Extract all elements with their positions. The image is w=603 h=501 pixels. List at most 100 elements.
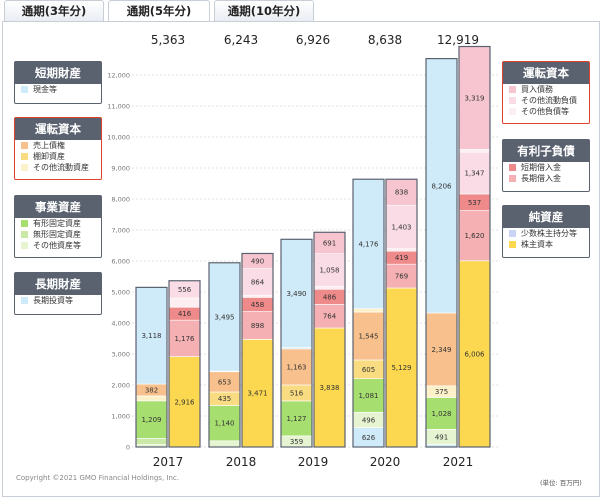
legend-item-minority-interests: 少数株主持分等 [503, 228, 589, 239]
data-label: 8,206 [431, 182, 452, 190]
x-tick-label: 2021 [443, 455, 474, 469]
legend-label: 株主資本 [521, 240, 553, 249]
legend-label: 長期投資等 [33, 296, 73, 305]
bar-segment [168, 356, 201, 448]
bar-outline [458, 45, 491, 448]
bar-outline [385, 178, 418, 448]
data-label: 491 [435, 433, 448, 441]
data-label: 3,495 [214, 313, 234, 321]
legend-working-capital-liabilities: 運転資本 買入債務 その他流動負債 その他負債等 [502, 61, 590, 124]
legend-swatch [509, 164, 516, 171]
data-label: 4,176 [358, 240, 379, 248]
data-label: 3,118 [141, 332, 161, 340]
bar-outline [280, 238, 313, 448]
bar-segment [280, 400, 313, 437]
data-label: 691 [323, 240, 336, 248]
data-label: 419 [395, 254, 408, 262]
bar-segment [352, 378, 385, 413]
data-label: 605 [362, 366, 375, 374]
legend-title: 長期財産 [15, 273, 101, 295]
y-tick-label: 7,000 [111, 227, 130, 235]
data-label: 1,028 [431, 410, 451, 418]
y-tick-label: 2,000 [111, 382, 130, 390]
data-label: 626 [362, 434, 376, 442]
legend-label: 有形固定資産 [33, 219, 81, 228]
data-label: 416 [178, 310, 192, 318]
bar-outline [208, 262, 241, 448]
data-label: 1,140 [214, 420, 234, 428]
legend-item-other-liabilities: その他負債等 [503, 106, 589, 117]
legend-label: 少数株主持分等 [521, 229, 577, 238]
data-label: 3,471 [247, 390, 267, 398]
legend-item-receivables: 売上債権 [15, 140, 101, 151]
legend-title: 事業資産 [15, 196, 101, 218]
data-label: 6,006 [464, 350, 485, 358]
legend-label: 短期借入金 [521, 163, 561, 172]
data-label: 375 [435, 388, 448, 396]
legend-label: 売上債権 [33, 141, 65, 150]
legend-label: 無形固定資産 [33, 230, 81, 239]
legend-label: その他流動負債 [521, 96, 577, 105]
x-tick-label: 2020 [370, 455, 401, 469]
legend-item-other-assets: その他資産等 [15, 240, 101, 251]
bar-segment [352, 178, 385, 309]
legend-label: その他流動資産 [33, 163, 89, 172]
legend-item-cash: 現金等 [15, 84, 101, 95]
legend-swatch [21, 142, 28, 149]
data-label: 1,347 [464, 170, 484, 178]
data-label: 3,319 [464, 94, 484, 102]
y-tick-label: 6,000 [111, 258, 130, 266]
legend-swatch [21, 164, 28, 171]
data-label: 537 [468, 199, 481, 207]
bar-outline [168, 280, 201, 448]
tab-10-years[interactable]: 通期(10年分) [214, 0, 314, 21]
legend-item-intangible-assets: 無形固定資産 [15, 229, 101, 240]
bar-segment [385, 178, 418, 206]
bar-outline [352, 178, 385, 448]
bar-outline [241, 252, 274, 448]
x-tick-label: 2017 [153, 455, 184, 469]
legend-label: 買入債務 [521, 85, 553, 94]
legend-label: 長期借入金 [521, 174, 561, 183]
legend-label: その他資産等 [33, 241, 81, 250]
legend-item-long-term-loans: 長期借入金 [503, 173, 589, 184]
x-tick-label: 2019 [298, 455, 329, 469]
legend-swatch [509, 175, 516, 182]
legend-swatch [21, 231, 28, 238]
total-label: 12,919 [437, 33, 479, 47]
data-label: 1,176 [174, 335, 195, 343]
y-tick-label: 0 [126, 444, 130, 452]
data-label: 496 [362, 416, 376, 424]
tab-3-years[interactable]: 通期(3年分) [4, 0, 104, 21]
bar-segment [458, 210, 491, 262]
data-label: 1,545 [358, 333, 378, 341]
legend-swatch [509, 241, 516, 248]
data-label: 864 [251, 279, 265, 287]
bar-outline [425, 58, 458, 448]
legend-title: 運転資本 [503, 62, 589, 84]
data-label: 556 [178, 286, 192, 294]
y-tick-label: 10,000 [107, 134, 130, 142]
legend-swatch [509, 86, 516, 93]
tab-5-years[interactable]: 通期(5年分) [108, 0, 210, 23]
legend-net-assets: 純資産 少数株主持分等 株主資本 [502, 205, 590, 258]
data-label: 1,163 [286, 363, 306, 371]
data-label: 382 [145, 386, 158, 394]
legend-item-long-term-investments: 長期投資等 [15, 295, 101, 306]
bar-segment [385, 204, 418, 249]
legend-item-other-current-liabilities: その他流動負債 [503, 95, 589, 106]
bar-segment [135, 438, 168, 445]
data-label: 3,838 [319, 384, 339, 392]
data-label: 490 [251, 258, 264, 266]
legend-swatch [21, 297, 28, 304]
y-tick-label: 1,000 [111, 413, 130, 421]
bar-segment [208, 262, 241, 372]
legend-label: 現金等 [33, 85, 57, 94]
legend-label: その他負債等 [521, 107, 569, 116]
bar-segment [352, 308, 385, 313]
x-tick-label: 2018 [226, 455, 257, 469]
legend-interest-bearing-debt: 有利子負債 短期借入金 長期借入金 [502, 139, 590, 192]
legend-title: 運転資本 [15, 118, 101, 140]
bar-segment [313, 253, 346, 287]
